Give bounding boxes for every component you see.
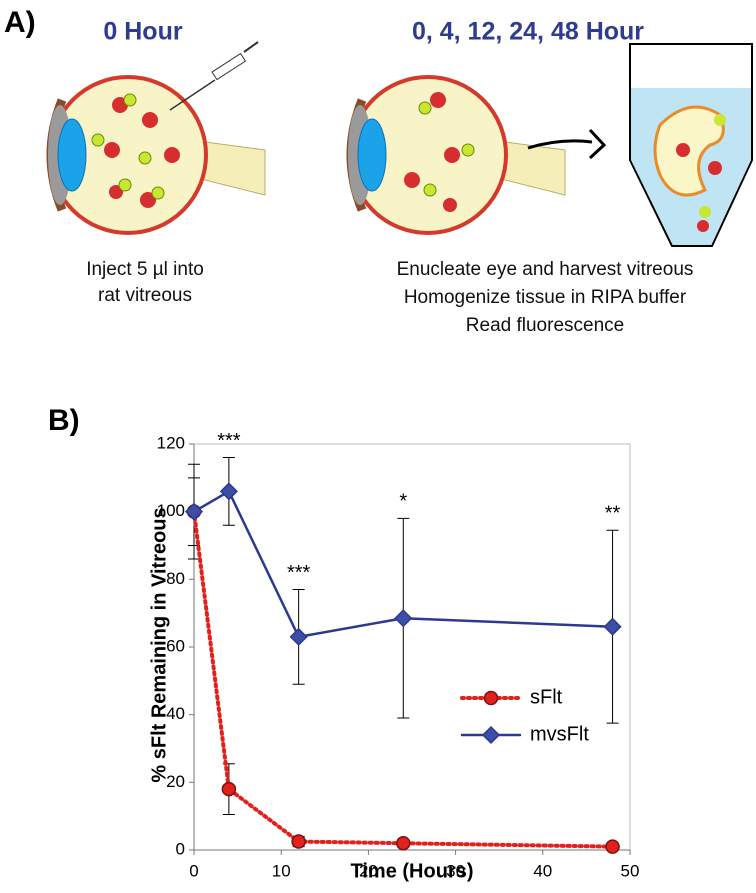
data-point: [289, 627, 308, 646]
y-tick-label: 120: [157, 433, 185, 452]
plot-frame: [193, 443, 631, 851]
data-point: [184, 502, 204, 521]
annotation: ***: [217, 430, 241, 452]
caption: rat vitreous: [98, 285, 192, 306]
heading: 0, 4, 12, 24, 48 Hour: [412, 18, 644, 46]
legend-marker: [481, 725, 501, 745]
y-tick-label: 60: [166, 636, 185, 655]
data-point: [219, 482, 238, 501]
legend-label: sFlt: [530, 686, 563, 708]
caption: Read fluorescence: [466, 315, 624, 336]
annotation: ***: [287, 562, 311, 584]
x-tick-label: 20: [359, 861, 378, 880]
data-point: [605, 839, 620, 854]
heading: 0 Hour: [103, 18, 182, 46]
x-tick-label: 40: [533, 861, 552, 880]
annotation: *: [399, 491, 407, 513]
caption: Enucleate eye and harvest vitreous: [397, 259, 694, 280]
panel-label: B): [48, 404, 80, 437]
x-tick-label: 30: [446, 861, 465, 880]
x-tick-label: 10: [272, 861, 291, 880]
data-point: [603, 617, 622, 636]
caption: Homogenize tissue in RIPA buffer: [404, 287, 687, 308]
x-tick-label: 50: [621, 861, 640, 880]
data-point: [396, 835, 411, 851]
caption: Inject 5 µl into: [86, 259, 204, 280]
y-tick-label: 100: [157, 501, 185, 520]
y-tick-label: 20: [166, 772, 185, 791]
tube-illustration: [629, 43, 753, 247]
eye-illustration: [46, 41, 266, 235]
y-tick-label: 40: [166, 704, 185, 723]
data-point: [221, 781, 237, 797]
data-point: [291, 834, 306, 849]
data-point: [394, 609, 413, 628]
legend-marker: [483, 690, 499, 706]
x-axis-label: Time (Hours): [351, 860, 474, 882]
y-tick-label: 80: [166, 569, 185, 588]
panel-label: A): [4, 6, 36, 39]
y-tick-label: 0: [176, 839, 185, 858]
annotation: **: [605, 503, 621, 525]
x-tick-label: 0: [189, 861, 198, 880]
y-axis-label: % sFlt Remaining in Vitreous: [148, 507, 170, 782]
legend-label: mvsFlt: [530, 723, 589, 745]
eye-illustration: [346, 75, 607, 235]
